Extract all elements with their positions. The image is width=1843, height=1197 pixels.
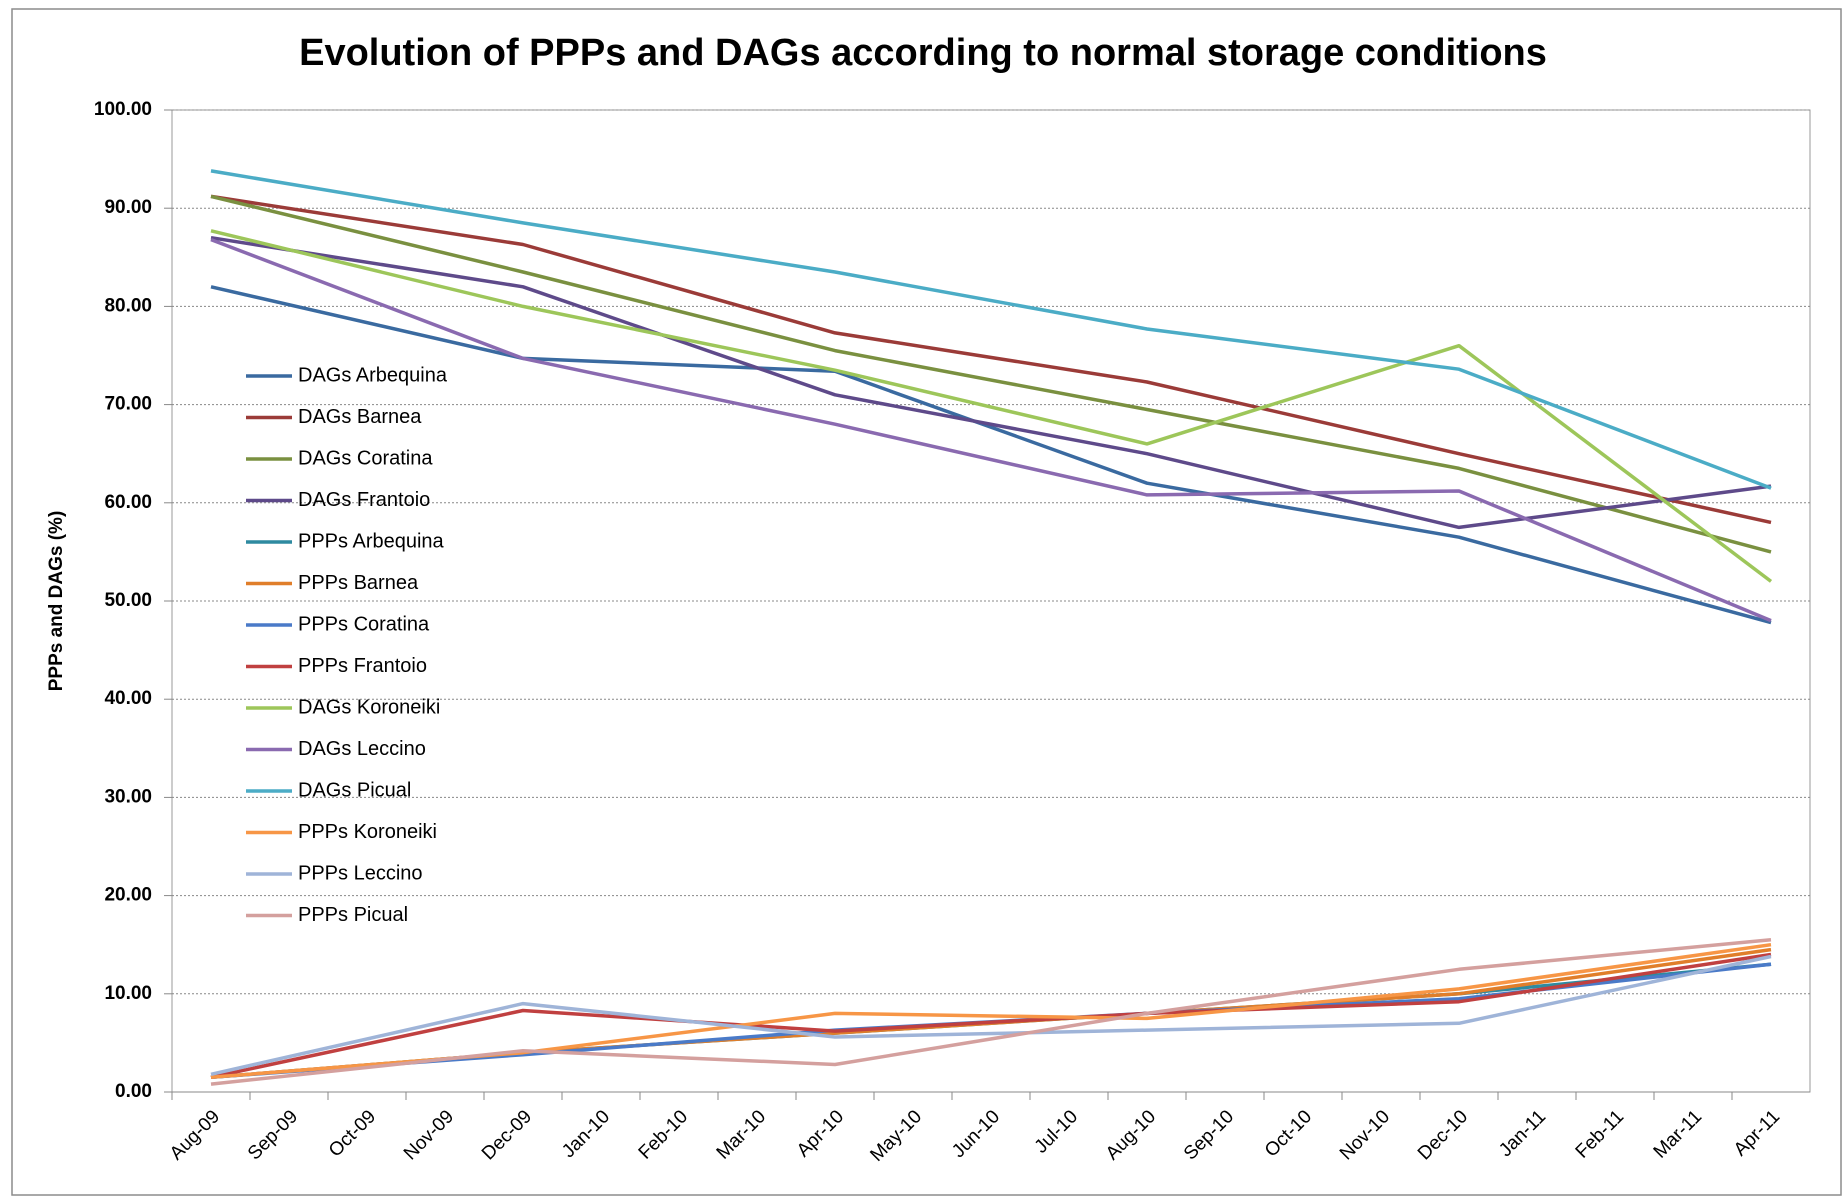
series-line <box>210 952 1772 1080</box>
chart-title: Evolution of PPPs and DAGs according to … <box>299 32 1547 74</box>
y-tick-label: 100.00 <box>94 99 152 120</box>
legend-label: DAGs Picual <box>298 779 411 801</box>
y-tick-label: 30.00 <box>104 786 152 807</box>
legend-label: DAGs Leccino <box>298 738 426 760</box>
legend-label: DAGs Coratina <box>298 447 433 469</box>
legend-label: DAGs Koroneiki <box>298 696 440 718</box>
y-tick-label: 0.00 <box>115 1081 152 1102</box>
y-tick-label: 10.00 <box>104 983 152 1004</box>
y-tick-label: 70.00 <box>104 394 152 415</box>
legend-label: PPPs Leccino <box>298 862 423 884</box>
chart-frame <box>11 8 1842 1196</box>
y-tick-label: 20.00 <box>104 885 152 906</box>
series-line <box>210 938 1772 1086</box>
y-tick-label: 60.00 <box>104 492 152 513</box>
series-line <box>210 194 1772 525</box>
series-line <box>210 194 1772 554</box>
y-tick-label: 80.00 <box>104 295 152 316</box>
series-line <box>210 285 1772 625</box>
y-tick-label: 50.00 <box>104 590 152 611</box>
legend-label: PPPs Arbequina <box>298 530 445 552</box>
series-line <box>210 229 1773 583</box>
y-axis-label: PPPs and DAGs (%) <box>46 511 67 692</box>
legend-label: PPPs Frantoio <box>298 655 427 677</box>
legend-label: PPPs Koroneiki <box>298 821 437 843</box>
y-tick-label: 90.00 <box>104 197 152 218</box>
y-tick-label: 40.00 <box>104 688 152 709</box>
legend-label: DAGs Barnea <box>298 406 422 428</box>
legend-label: PPPs Picual <box>298 904 408 926</box>
series-line <box>210 237 1772 623</box>
legend-label: DAGs Arbequina <box>298 364 448 386</box>
series-line <box>210 169 1772 490</box>
legend-label: DAGs Frantoio <box>298 489 430 511</box>
legend-label: PPPs Coratina <box>298 613 430 635</box>
legend-label: PPPs Barnea <box>298 572 419 594</box>
series-line <box>210 954 1772 1077</box>
series-line <box>210 235 1772 530</box>
